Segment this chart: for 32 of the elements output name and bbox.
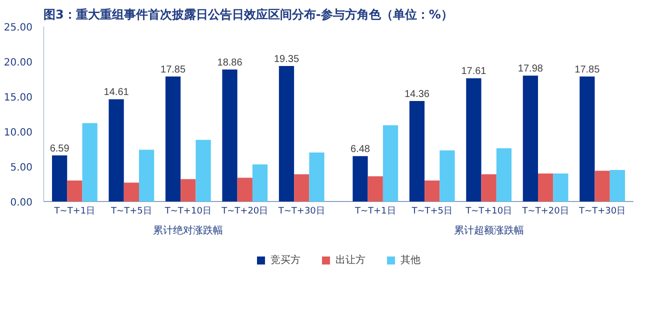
x-tick-label: T~T+20日 <box>220 206 268 216</box>
data-label: 14.61 <box>104 87 130 98</box>
x-tick-label: T~T+10日 <box>164 206 212 216</box>
y-tick-label: 15.00 <box>4 92 33 104</box>
legend-label: 出让方 <box>336 254 366 267</box>
x-tick-label: T~T+10日 <box>464 206 512 216</box>
legend-label: 竞买方 <box>270 254 300 267</box>
y-tick-label: 25.00 <box>4 22 33 34</box>
data-label: 19.35 <box>274 54 300 66</box>
x-tick-label: T~T+30日 <box>578 206 626 216</box>
x-tick-label: T~T+1日 <box>354 206 396 216</box>
chart-title: 图3：重大重组事件首次披露日公告日效应区间分布-参与方角色（单位：%） <box>44 8 453 22</box>
y-tick-label: 0.00 <box>10 198 32 208</box>
data-label: 17.98 <box>518 64 544 75</box>
text: 累计超额涨跌幅 <box>454 224 524 236</box>
data-label: 6.59 <box>50 143 70 154</box>
x-tick-label: T~T+20日 <box>521 206 569 216</box>
y-tick-label: 5.00 <box>10 162 32 174</box>
x-tick-label: T~T+5日 <box>410 206 453 216</box>
text: 累计绝对涨跌幅 <box>153 224 224 236</box>
x-tick-label: T~T+5日 <box>110 206 152 216</box>
data-label: 14.36 <box>404 88 430 100</box>
data-label: 17.85 <box>160 64 186 76</box>
data-label: 6.48 <box>350 144 370 156</box>
data-label: 17.61 <box>461 66 487 78</box>
data-label: 18.86 <box>217 57 243 68</box>
legend-label: 其他 <box>400 254 420 267</box>
data-label: 17.85 <box>574 64 600 76</box>
x-tick-label: T~T+30日 <box>277 206 325 216</box>
y-tick-label: 20.00 <box>4 58 33 68</box>
x-tick-label: T~T+1日 <box>53 206 96 216</box>
y-tick-label: 10.00 <box>4 128 33 138</box>
